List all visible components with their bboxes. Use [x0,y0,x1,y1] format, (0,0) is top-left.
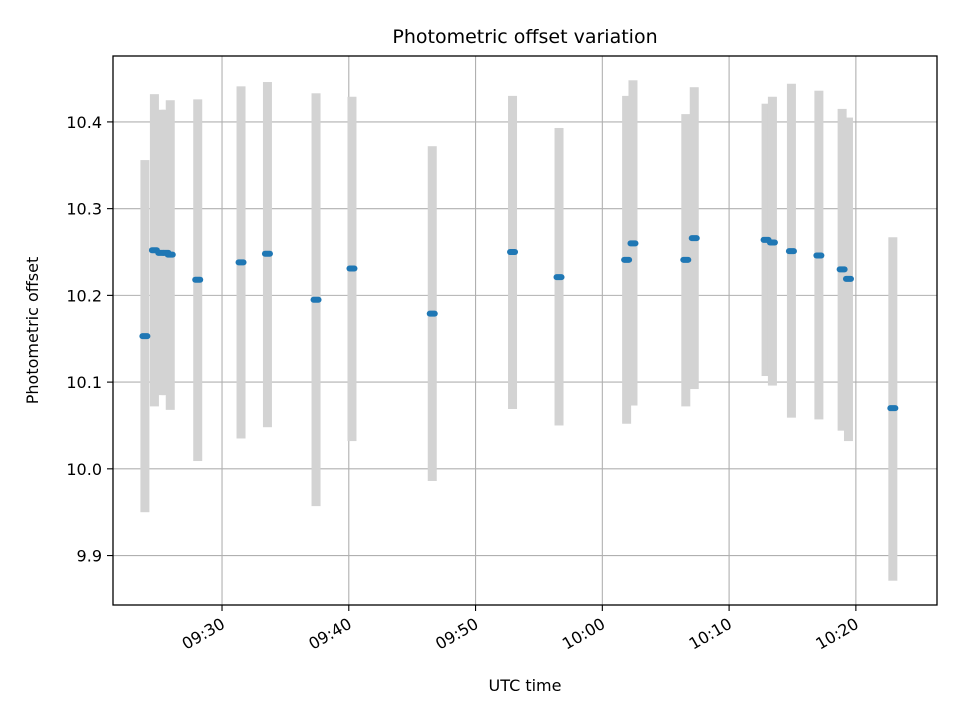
data-point [426,310,438,317]
y-tick-label: 10.0 [66,460,102,479]
plot-area [112,55,938,606]
data-point [836,266,848,273]
y-tick-label: 9.9 [77,547,102,566]
x-tick-label: 10:00 [559,614,608,654]
data-point [310,296,322,303]
y-tick-label: 10.1 [66,373,102,392]
data-point [235,259,247,266]
error-bars [140,80,898,581]
data-point [192,276,204,283]
data-point [507,249,519,256]
y-tick-label: 10.2 [66,286,102,305]
data-point [621,256,633,263]
grid [113,56,937,605]
y-axis: 9.9 10.0 10.1 10.2 10.3 10.4 [66,113,113,566]
x-axis-label: UTC time [489,676,562,695]
y-axis-label: Photometric offset [23,257,42,405]
data-point [766,239,778,246]
data-points [139,235,899,412]
data-point [785,248,797,255]
x-tick-label: 10:10 [686,614,735,654]
data-point [139,333,151,340]
data-point [346,265,358,272]
y-tick-label: 10.4 [66,113,102,132]
x-tick-label: 09:50 [432,614,481,654]
data-point [813,252,825,259]
data-point [553,274,565,281]
data-point [887,405,899,412]
x-tick-label: 09:40 [305,614,354,654]
data-point [627,240,639,247]
data-point [164,251,176,258]
data-point [688,235,700,242]
x-axis: 09:30 09:40 09:50 10:00 10:10 10:20 [179,605,862,654]
y-tick-label: 10.3 [66,200,102,219]
x-tick-label: 10:20 [812,614,861,654]
chart-title: Photometric offset variation [392,26,657,48]
data-point [261,250,273,257]
data-point [680,256,692,263]
data-point [842,275,854,282]
x-tick-label: 09:30 [179,614,228,654]
